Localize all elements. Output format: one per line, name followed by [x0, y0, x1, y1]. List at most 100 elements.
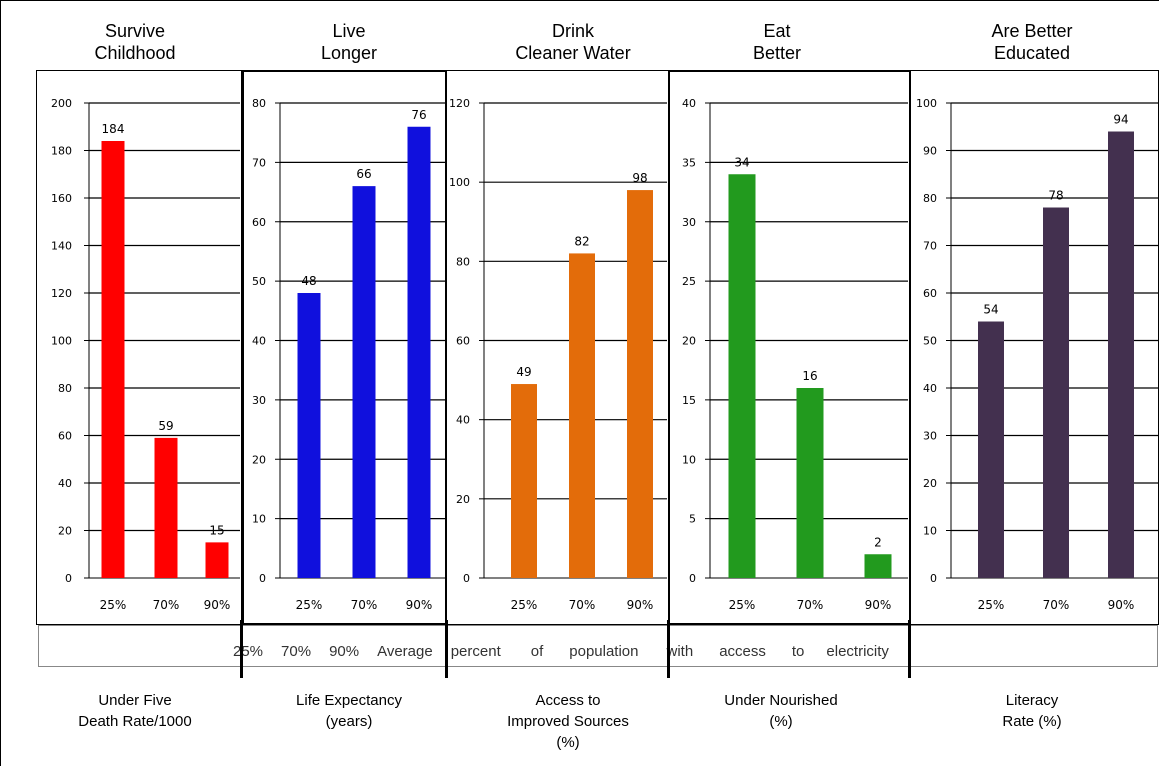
data-label: 48 — [301, 274, 316, 288]
legend-item: to — [791, 643, 805, 660]
data-label: 82 — [574, 234, 589, 248]
y-tick-label: 20 — [252, 453, 266, 466]
x-tick-label: 90% — [406, 598, 433, 612]
bar — [154, 437, 178, 578]
bar — [1108, 131, 1134, 578]
bar — [297, 293, 321, 578]
y-tick-label: 180 — [51, 145, 72, 158]
x-tick-label: 70% — [153, 598, 180, 612]
y-tick-label: 100 — [449, 176, 470, 189]
data-label: 15 — [209, 523, 224, 537]
bar — [627, 190, 653, 579]
y-tick-label: 10 — [682, 453, 696, 466]
y-tick-label: 80 — [923, 192, 937, 205]
x-axis-label-2: Life Expectancy (years) — [296, 692, 402, 730]
legend-strip — [38, 625, 1158, 667]
bar — [407, 126, 431, 578]
data-label: 66 — [356, 167, 371, 181]
y-tick-label: 30 — [682, 216, 696, 229]
y-tick-label: 5 — [689, 513, 696, 526]
x-tick-label: 25% — [296, 598, 323, 612]
y-tick-label: 80 — [456, 255, 470, 268]
legend-item: 70% — [281, 643, 312, 660]
y-tick-label: 40 — [252, 335, 266, 348]
bar — [978, 321, 1004, 578]
data-label: 49 — [516, 365, 531, 379]
x-tick-label: 90% — [204, 598, 231, 612]
y-tick-label: 30 — [923, 430, 937, 443]
data-label: 76 — [411, 108, 426, 122]
data-label: 16 — [802, 369, 817, 383]
bar — [864, 554, 892, 578]
separator-line — [445, 620, 448, 678]
x-axis-label-1: Under Five Death Rate/1000 — [78, 692, 192, 730]
y-tick-label: 40 — [682, 97, 696, 110]
data-label: 34 — [734, 155, 749, 169]
y-tick-label: 90 — [923, 145, 937, 158]
bar — [101, 141, 125, 578]
legend-item: with — [666, 643, 694, 660]
data-label: 98 — [632, 171, 647, 185]
legend-item: population — [569, 643, 639, 660]
y-tick-label: 15 — [682, 394, 696, 407]
y-tick-label: 70 — [252, 156, 266, 169]
legend-item: of — [530, 643, 544, 660]
y-tick-label: 35 — [682, 156, 696, 169]
y-tick-label: 0 — [463, 572, 470, 585]
y-tick-label: 10 — [252, 513, 266, 526]
chart-title-5: Are Better Educated — [991, 21, 1073, 63]
x-tick-label: 25% — [978, 598, 1005, 612]
data-label: 59 — [158, 419, 173, 433]
y-tick-label: 0 — [930, 572, 937, 585]
y-tick-label: 20 — [456, 493, 470, 506]
bar — [205, 542, 229, 578]
x-axis-label-3: Access to Improved Sources (%) — [507, 692, 629, 751]
x-axis-label-4: Under Nourished (%) — [724, 692, 838, 730]
x-tick-label: 70% — [569, 598, 596, 612]
legend-item: 90% — [329, 643, 360, 660]
y-tick-label: 60 — [252, 216, 266, 229]
y-tick-label: 160 — [51, 192, 72, 205]
chart-title-3: Drink Cleaner Water — [515, 21, 631, 63]
y-tick-label: 60 — [456, 335, 470, 348]
y-tick-label: 120 — [449, 97, 470, 110]
separator-line — [908, 620, 911, 678]
data-label: 78 — [1048, 189, 1063, 203]
data-label: 2 — [874, 535, 882, 549]
y-tick-label: 60 — [58, 430, 72, 443]
y-tick-label: 20 — [923, 477, 937, 490]
y-tick-label: 40 — [456, 414, 470, 427]
x-tick-label: 70% — [797, 598, 824, 612]
y-tick-label: 80 — [58, 382, 72, 395]
y-tick-label: 10 — [923, 525, 937, 538]
legend-item: Average — [377, 643, 433, 660]
y-tick-label: 140 — [51, 240, 72, 253]
separator-line — [667, 620, 670, 678]
y-tick-label: 40 — [58, 477, 72, 490]
bar — [728, 174, 756, 578]
data-label: 184 — [102, 122, 125, 136]
y-tick-label: 60 — [923, 287, 937, 300]
y-tick-label: 120 — [51, 287, 72, 300]
x-tick-label: 90% — [627, 598, 654, 612]
y-tick-label: 0 — [65, 572, 72, 585]
separator-line — [240, 620, 243, 678]
y-tick-label: 20 — [682, 335, 696, 348]
bar — [1043, 207, 1069, 578]
panel-frame-4 — [668, 70, 911, 625]
legend-item: access — [719, 643, 766, 660]
bar — [569, 253, 595, 578]
chart-title-4: Eat Better — [752, 21, 802, 63]
legend-item: electricity — [826, 643, 889, 660]
panel-frame-5 — [909, 70, 1159, 625]
data-label: 94 — [1113, 113, 1128, 127]
y-tick-label: 200 — [51, 97, 72, 110]
chart-title-2: Live Longer — [320, 21, 378, 63]
x-tick-label: 25% — [729, 598, 756, 612]
chart-title-1: Survive Childhood — [94, 21, 176, 63]
y-tick-label: 100 — [51, 335, 72, 348]
bar — [511, 384, 537, 578]
y-tick-label: 0 — [689, 572, 696, 585]
